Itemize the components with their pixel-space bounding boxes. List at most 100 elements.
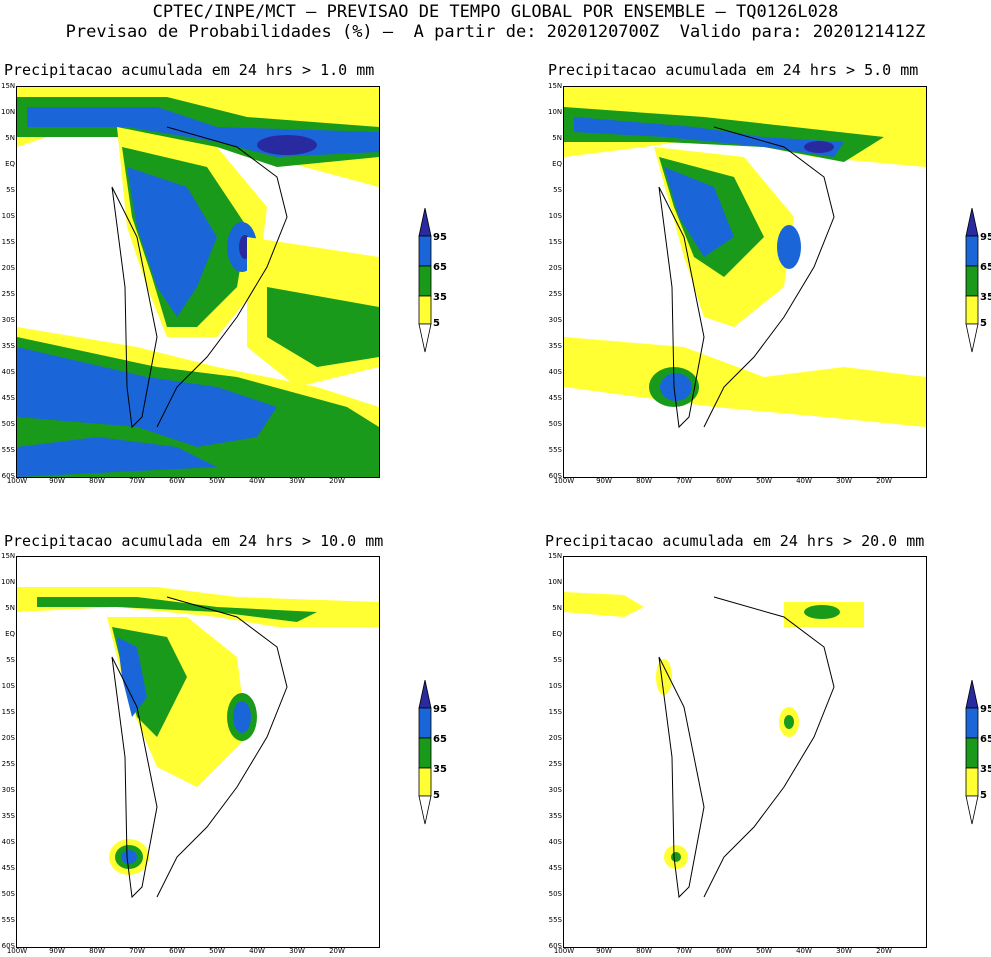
lat-tick-label: 5S [6,186,15,194]
lat-tick-label: 60S [1,472,15,480]
lon-tick-label: 80W [636,947,652,955]
lon-tick-label: 50W [756,477,772,485]
colorbar-label-65: 65 [980,734,991,745]
map-panel-20mm [563,556,927,948]
lat-tick-label: 5S [553,186,562,194]
lat-tick-label: 60S [1,942,15,950]
map-panel-1mm [16,86,380,478]
lat-tick-label: 20S [1,264,15,272]
lat-tick-label: 10S [548,682,562,690]
colorbar-20mm: 95 65 35 5 [962,679,991,830]
colorbar-label-95: 95 [980,232,991,243]
lat-tick-label: 45S [1,864,15,872]
lon-tick-label: 50W [756,947,772,955]
colorbar-1mm: 95 65 35 5 [415,207,465,358]
lat-tick-label: 25S [548,290,562,298]
lat-tick-label: 5N [5,604,15,612]
lat-tick-label: 10S [1,212,15,220]
lon-tick-label: 20W [329,947,345,955]
lon-tick-label: 100W [6,947,28,955]
colorbar-label-95: 95 [980,704,991,715]
lon-tick-label: 30W [289,947,305,955]
lat-tick-label: 5N [5,134,15,142]
lat-tick-label: EQ [552,160,562,168]
lon-tick-label: 80W [89,477,105,485]
lon-tick-label: 100W [6,477,28,485]
lon-tick-label: 60W [716,477,732,485]
lat-tick-label: 50S [548,890,562,898]
lat-tick-label: 55S [548,446,562,454]
panel-title-1mm: Precipitacao acumulada em 24 hrs > 1.0 m… [4,61,375,79]
map-panel-10mm [16,556,380,948]
lon-tick-label: 90W [49,947,65,955]
lat-tick-label: 50S [1,890,15,898]
lat-tick-label: EQ [5,160,15,168]
lat-tick-label: 30S [1,316,15,324]
lat-tick-label: 35S [548,342,562,350]
lat-tick-label: 20S [548,264,562,272]
lat-tick-label: 50S [548,420,562,428]
lat-tick-label: 60S [548,472,562,480]
lon-tick-label: 30W [289,477,305,485]
lat-tick-label: 35S [548,812,562,820]
lat-tick-label: 10S [548,212,562,220]
panel-title-20mm: Precipitacao acumulada em 24 hrs > 20.0 … [545,532,925,550]
lon-tick-label: 100W [553,947,575,955]
lat-tick-label: 55S [1,446,15,454]
lat-tick-label: 40S [548,368,562,376]
lon-tick-label: 50W [209,477,225,485]
map-panel-5mm [563,86,927,478]
lat-tick-label: 5N [552,134,562,142]
lat-tick-label: 40S [1,368,15,376]
lat-tick-label: 45S [1,394,15,402]
lon-tick-label: 30W [836,947,852,955]
lon-tick-label: 70W [129,477,145,485]
lon-tick-label: 60W [169,477,185,485]
lat-tick-label: 10N [1,578,16,586]
lat-tick-label: 30S [548,316,562,324]
lat-tick-label: 35S [1,342,15,350]
colorbar-label-5: 5 [980,790,987,801]
lat-tick-label: 15S [1,238,15,246]
lat-tick-label: 5N [552,604,562,612]
lat-tick-label: 15N [1,552,16,560]
lat-tick-label: 25S [1,760,15,768]
lat-tick-label: 55S [1,916,15,924]
lon-tick-label: 90W [596,477,612,485]
lat-tick-label: 15N [1,82,16,90]
colorbar-10mm: 95 65 35 5 [415,679,465,830]
lon-tick-label: 40W [249,477,265,485]
colorbar-label-95: 95 [433,704,447,715]
colorbar-label-95: 95 [433,232,447,243]
lat-tick-label: 15S [1,708,15,716]
lon-tick-label: 70W [129,947,145,955]
lat-tick-label: 25S [548,760,562,768]
lat-tick-label: 10N [548,578,563,586]
lon-tick-label: 90W [596,947,612,955]
colorbar-label-65: 65 [980,262,991,273]
lat-tick-label: 40S [1,838,15,846]
lon-tick-label: 90W [49,477,65,485]
header-title-line2: Previsao de Probabilidades (%) – A parti… [65,22,926,42]
lat-tick-label: 30S [548,786,562,794]
lat-tick-label: 20S [1,734,15,742]
lon-tick-label: 20W [329,477,345,485]
lat-tick-label: 5S [6,656,15,664]
lon-tick-label: 20W [876,947,892,955]
lon-tick-label: 40W [796,947,812,955]
lat-tick-label: 45S [548,864,562,872]
colorbar-label-5: 5 [980,318,987,329]
lon-tick-label: 30W [836,477,852,485]
lon-tick-label: 20W [876,477,892,485]
lon-tick-label: 70W [676,947,692,955]
lon-tick-label: 60W [169,947,185,955]
lat-tick-label: 15N [548,552,563,560]
lat-tick-label: 45S [548,394,562,402]
lat-tick-label: 20S [548,734,562,742]
lat-tick-label: 15N [548,82,563,90]
colorbar-label-65: 65 [433,734,447,745]
colorbar-label-5: 5 [433,790,440,801]
lat-tick-label: 10S [1,682,15,690]
panel-title-5mm: Precipitacao acumulada em 24 hrs > 5.0 m… [548,61,919,79]
colorbar-label-35: 35 [433,292,447,303]
